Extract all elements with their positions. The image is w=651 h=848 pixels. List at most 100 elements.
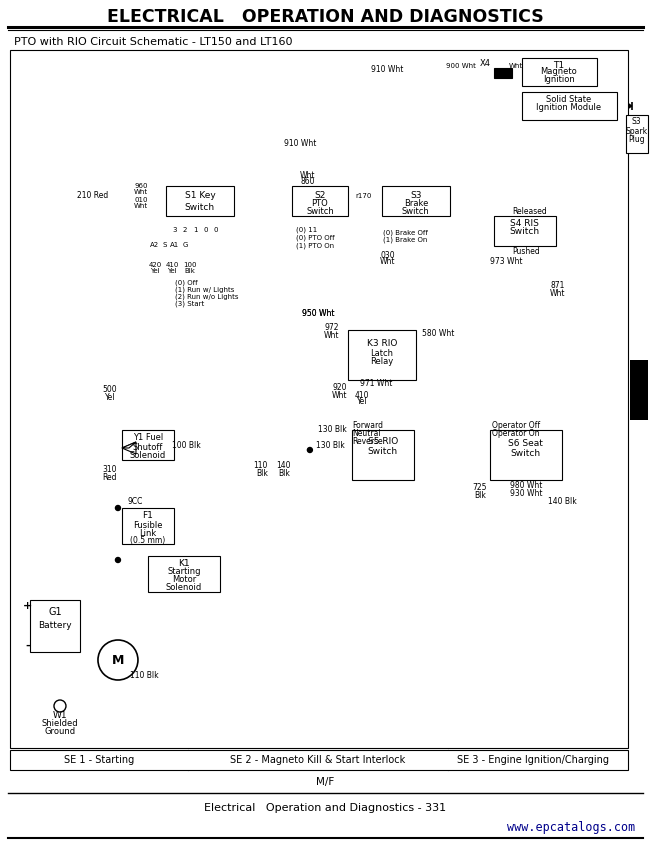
Text: Operator Off: Operator Off bbox=[492, 421, 540, 431]
Text: +: + bbox=[23, 601, 33, 611]
Bar bbox=[626, 115, 648, 153]
Text: Solenoid: Solenoid bbox=[130, 451, 166, 460]
Text: ELECTRICAL   OPERATION AND DIAGNOSTICS: ELECTRICAL OPERATION AND DIAGNOSTICS bbox=[107, 8, 544, 26]
Text: A2: A2 bbox=[150, 242, 159, 248]
Text: Wht: Wht bbox=[134, 189, 148, 195]
Text: (2) Run w/o Lights: (2) Run w/o Lights bbox=[175, 293, 238, 300]
Bar bbox=[292, 186, 348, 216]
Text: 2: 2 bbox=[183, 227, 187, 233]
Text: K1: K1 bbox=[178, 560, 189, 568]
Text: Switch: Switch bbox=[185, 203, 215, 211]
Text: Pushed: Pushed bbox=[512, 248, 540, 256]
Bar bbox=[30, 600, 80, 652]
Bar bbox=[382, 186, 450, 216]
Text: (3) Start: (3) Start bbox=[175, 301, 204, 307]
Bar bbox=[522, 58, 597, 86]
Text: (0.5 mm): (0.5 mm) bbox=[130, 537, 165, 545]
Text: 410: 410 bbox=[355, 390, 369, 399]
Text: 1: 1 bbox=[194, 227, 198, 233]
Text: X4: X4 bbox=[480, 59, 491, 69]
Text: 900 Wht: 900 Wht bbox=[446, 63, 476, 69]
Bar bbox=[630, 360, 648, 420]
Text: (0) Off: (0) Off bbox=[175, 280, 197, 287]
Text: 110: 110 bbox=[253, 461, 268, 471]
Bar bbox=[348, 330, 416, 380]
Bar bbox=[122, 508, 174, 544]
Text: -: - bbox=[25, 641, 31, 651]
Text: Plug: Plug bbox=[628, 136, 645, 144]
Text: SE 2 - Magneto Kill & Start Interlock: SE 2 - Magneto Kill & Start Interlock bbox=[230, 755, 406, 765]
Text: www.epcatalogs.com: www.epcatalogs.com bbox=[506, 822, 635, 834]
Text: r170: r170 bbox=[355, 193, 372, 199]
Text: Reverse: Reverse bbox=[352, 438, 383, 447]
Text: S: S bbox=[163, 242, 167, 248]
Text: Wht: Wht bbox=[332, 390, 348, 399]
Text: 110 Blk: 110 Blk bbox=[130, 672, 159, 680]
Bar bbox=[122, 430, 174, 460]
Text: 980 Wht: 980 Wht bbox=[510, 482, 542, 490]
Text: S6 Seat: S6 Seat bbox=[508, 439, 544, 449]
Circle shape bbox=[98, 640, 138, 680]
Text: Brake: Brake bbox=[404, 199, 428, 209]
Text: 910 Wht: 910 Wht bbox=[370, 64, 403, 74]
Text: Ground: Ground bbox=[44, 728, 76, 737]
Text: PTO: PTO bbox=[312, 199, 328, 209]
Text: Switch: Switch bbox=[510, 227, 540, 237]
Text: Latch: Latch bbox=[370, 349, 393, 358]
Text: Starting: Starting bbox=[167, 567, 201, 577]
Text: 972: 972 bbox=[325, 323, 339, 332]
Text: S2: S2 bbox=[314, 192, 326, 200]
Text: 010: 010 bbox=[135, 197, 148, 203]
Bar bbox=[166, 186, 234, 216]
Bar bbox=[10, 50, 628, 748]
Text: Electrical   Operation and Diagnostics - 331: Electrical Operation and Diagnostics - 3… bbox=[204, 803, 446, 813]
Text: S5 RIO: S5 RIO bbox=[368, 438, 398, 447]
Text: Red: Red bbox=[103, 472, 117, 482]
Polygon shape bbox=[626, 102, 631, 110]
Text: PTO with RIO Circuit Schematic - LT150 and LT160: PTO with RIO Circuit Schematic - LT150 a… bbox=[14, 37, 292, 47]
Text: T1: T1 bbox=[553, 60, 564, 70]
Text: Battery: Battery bbox=[38, 621, 72, 629]
Text: 960: 960 bbox=[135, 183, 148, 189]
Bar bbox=[494, 68, 512, 78]
Text: Blk: Blk bbox=[474, 490, 486, 499]
Text: Solenoid: Solenoid bbox=[166, 583, 202, 593]
Text: F1: F1 bbox=[143, 511, 154, 521]
Text: 971 Wht: 971 Wht bbox=[360, 380, 393, 388]
Text: Switch: Switch bbox=[368, 448, 398, 456]
Text: (0) Brake Off: (0) Brake Off bbox=[383, 230, 428, 237]
Text: M/F: M/F bbox=[316, 777, 334, 787]
Text: SE 3 - Engine Ignition/Charging: SE 3 - Engine Ignition/Charging bbox=[457, 755, 609, 765]
Text: 140: 140 bbox=[277, 461, 291, 471]
Text: Wht: Wht bbox=[380, 258, 396, 266]
Bar bbox=[148, 556, 220, 592]
Text: S3: S3 bbox=[632, 118, 642, 126]
Text: 950 Wht: 950 Wht bbox=[302, 310, 335, 319]
Text: Ignition: Ignition bbox=[543, 75, 575, 83]
Text: 725: 725 bbox=[473, 483, 487, 493]
Text: 3: 3 bbox=[173, 227, 177, 233]
Text: 100 Blk: 100 Blk bbox=[172, 442, 201, 450]
Text: (1) PTO On: (1) PTO On bbox=[296, 243, 334, 249]
Text: Forward: Forward bbox=[352, 421, 383, 431]
Text: Switch: Switch bbox=[306, 207, 334, 215]
Text: 420: 420 bbox=[148, 262, 161, 268]
Text: Shutoff: Shutoff bbox=[133, 443, 163, 451]
Circle shape bbox=[54, 700, 66, 712]
Text: Wht: Wht bbox=[324, 331, 340, 339]
Text: Operator On: Operator On bbox=[492, 429, 539, 438]
Text: Blk: Blk bbox=[184, 268, 195, 274]
Text: Blk: Blk bbox=[256, 468, 268, 477]
Text: 920: 920 bbox=[333, 383, 347, 393]
Text: 030: 030 bbox=[381, 250, 395, 259]
Text: 500: 500 bbox=[103, 386, 117, 394]
Text: Released: Released bbox=[512, 208, 547, 216]
Text: 860: 860 bbox=[301, 177, 315, 187]
Text: 930 Wht: 930 Wht bbox=[510, 489, 542, 499]
Text: 973 Wht: 973 Wht bbox=[490, 258, 522, 266]
Text: 871: 871 bbox=[551, 282, 565, 291]
Circle shape bbox=[115, 505, 120, 510]
Bar bbox=[490, 430, 562, 480]
Text: (1) Run w/ Lights: (1) Run w/ Lights bbox=[175, 287, 234, 293]
Text: Wht: Wht bbox=[300, 171, 316, 181]
